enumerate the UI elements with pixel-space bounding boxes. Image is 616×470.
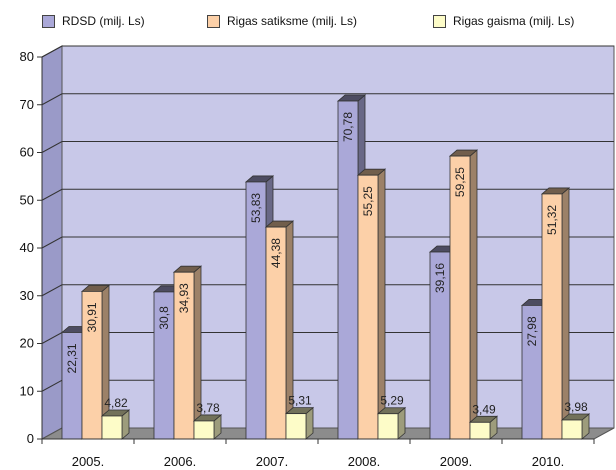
y-tick-label: 40 [20, 240, 34, 255]
legend-item-rigas-satiksme: Rigas satiksme (milj. Ls) [207, 14, 357, 28]
legend-swatch-rigas-gaisma [433, 14, 446, 28]
bar [337, 100, 359, 440]
data-label: 34,93 [177, 283, 191, 313]
data-label: 53,83 [249, 193, 263, 223]
data-label: 59,25 [453, 167, 467, 197]
legend-label-rigas-satiksme: Rigas satiksme (milj. Ls) [227, 14, 358, 28]
legend-label-rdsd: RDSD (milj. Ls) [62, 14, 145, 28]
bar-side [469, 149, 478, 440]
data-label: 39,16 [433, 263, 447, 293]
y-tick-label: 70 [20, 97, 34, 112]
gridline [41, 188, 614, 201]
data-label: 30,8 [157, 306, 171, 330]
legend-swatch-rdsd [42, 14, 55, 28]
data-label: 27,98 [525, 316, 539, 346]
data-label: 44,38 [269, 238, 283, 268]
x-tick-label: 2008. [348, 454, 381, 469]
data-label: 70,78 [341, 112, 355, 142]
data-label: 3,78 [196, 401, 220, 415]
data-label: 55,25 [361, 186, 375, 216]
gridline [41, 141, 614, 153]
x-tick-label: 2006. [164, 454, 197, 469]
data-label: 22,31 [65, 343, 79, 373]
data-label: 30,91 [85, 302, 99, 332]
legend-swatch-rigas-satiksme [207, 14, 220, 28]
bar [101, 415, 123, 440]
bar [193, 420, 215, 440]
y-tick-label: 30 [20, 288, 34, 303]
legend-label-rigas-gaisma: Rigas gaisma (milj. Ls) [453, 14, 575, 28]
y-tick-label: 80 [20, 49, 34, 64]
bar [469, 421, 491, 440]
x-tick-label: 2007. [256, 454, 289, 469]
y-tick-label: 50 [20, 192, 34, 207]
y-tick-label: 10 [20, 383, 34, 398]
legend: RDSD (milj. Ls) Rigas satiksme (milj. Ls… [0, 14, 616, 34]
legend-item-rigas-gaisma: Rigas gaisma (milj. Ls) [433, 14, 574, 28]
data-label: 5,29 [380, 394, 404, 408]
bar [561, 419, 583, 440]
bar [285, 413, 307, 440]
data-label: 51,32 [545, 205, 559, 235]
bar [377, 413, 399, 440]
y-tick-label: 60 [20, 145, 34, 160]
x-tick-label: 2010. [532, 454, 565, 469]
y-tick-label: 20 [20, 336, 34, 351]
data-label: 3,49 [472, 402, 496, 416]
data-label: 3,98 [564, 400, 588, 414]
data-label: 4,82 [104, 396, 128, 410]
x-tick-label: 2009. [440, 454, 473, 469]
gridline [41, 45, 614, 58]
x-tick-label: 2005. [72, 454, 105, 469]
y-tick-label: 0 [27, 431, 34, 446]
data-label: 5,31 [288, 394, 312, 408]
bar [449, 155, 471, 440]
gridline [41, 93, 614, 106]
gridline [41, 236, 614, 249]
legend-item-rdsd: RDSD (milj. Ls) [42, 14, 145, 28]
